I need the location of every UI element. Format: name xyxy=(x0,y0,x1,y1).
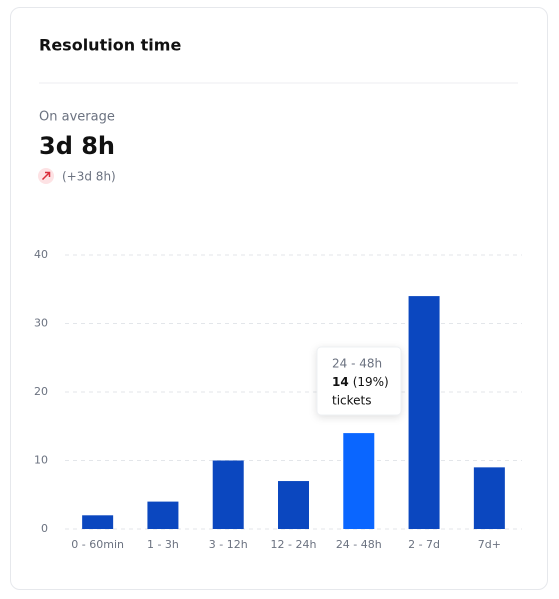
bar xyxy=(212,460,244,529)
bar xyxy=(82,515,114,529)
x-tick-label: 24 - 48h xyxy=(336,538,382,551)
tooltip-percent: (19%) xyxy=(353,375,389,389)
tooltip-value: 14 xyxy=(332,375,349,389)
x-tick-label: 7d+ xyxy=(478,538,501,551)
bar xyxy=(408,296,440,529)
tooltip-value-line: 14 (19%) xyxy=(332,375,389,389)
bar xyxy=(278,481,309,529)
summary-label: On average xyxy=(39,110,115,125)
tooltip-category: 24 - 48h xyxy=(332,357,382,371)
y-tick-label: 30 xyxy=(34,317,48,330)
x-tick-label: 12 - 24h xyxy=(271,538,317,551)
bar xyxy=(473,467,505,529)
trend-arrow xyxy=(41,171,51,181)
summary-value: 3d 8h xyxy=(39,132,115,160)
card-title: Resolution time xyxy=(39,36,181,55)
y-tick-label: 0 xyxy=(41,522,48,535)
x-tick-label: 3 - 12h xyxy=(209,538,248,551)
tooltip-unit: tickets xyxy=(332,394,372,408)
x-tick-label: 0 - 60min xyxy=(71,538,124,551)
y-tick-label: 40 xyxy=(34,248,48,261)
bar xyxy=(147,501,179,529)
y-tick-label: 20 xyxy=(34,385,48,398)
bar xyxy=(343,433,375,529)
summary-change: (+3d 8h) xyxy=(62,170,116,184)
tooltip-box xyxy=(316,346,402,416)
tooltip: 24 - 48h 14 (19%) tickets xyxy=(316,346,402,416)
y-tick-label: 10 xyxy=(34,454,48,467)
card xyxy=(10,7,548,590)
x-tick-label: 2 - 7d xyxy=(408,538,440,551)
x-tick-label: 1 - 3h xyxy=(147,538,179,551)
